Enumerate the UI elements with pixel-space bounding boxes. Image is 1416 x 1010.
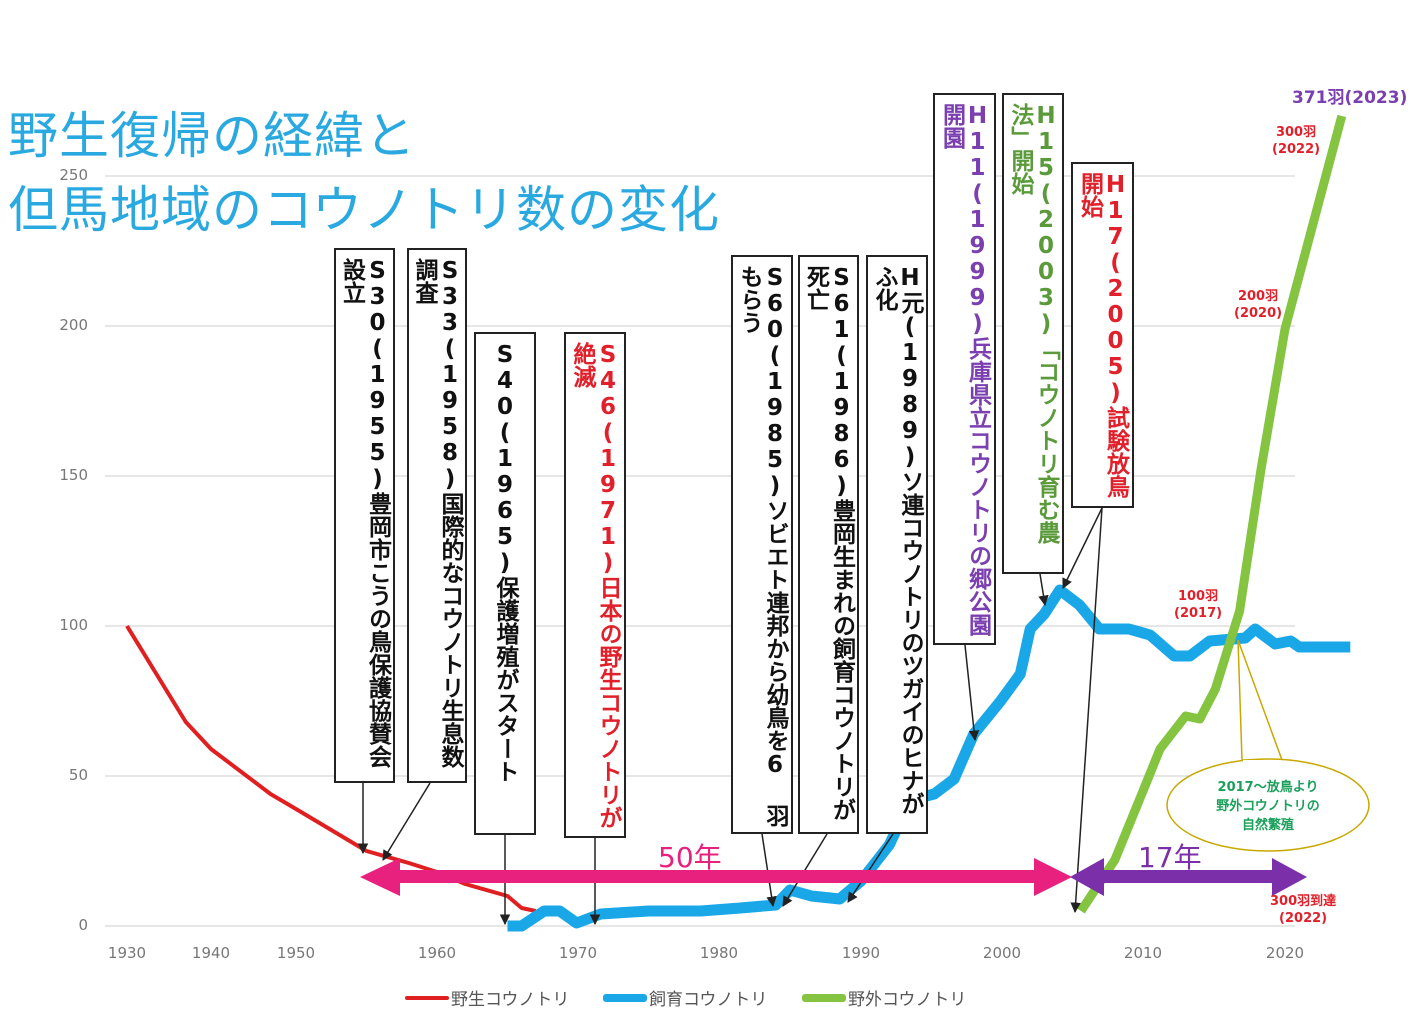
annotation-text: H元(1989)ソ連コウノトリのツガイのヒナがふ化 [871, 265, 923, 815]
x-tick-label: 1960 [417, 944, 457, 962]
annotation-text: S60(1985)ソビエト連邦から幼鳥を6 羽もらう [736, 265, 788, 827]
arrow-h17-a [1062, 507, 1103, 589]
y-tick-label: 0 [78, 916, 88, 934]
legend-outdoor: 野外コウノトリ [802, 985, 966, 1010]
milestone-100: 100羽 (2017) [1174, 588, 1222, 622]
arrow-h1 [847, 833, 894, 903]
milestone-300-count: 300羽 [1275, 125, 1317, 140]
annotation-text: S30(1955)豊岡市こうの鳥保護協賛会設立 [338, 258, 391, 768]
y-tick-label: 150 [59, 466, 88, 484]
x-tick-label: 2000 [982, 944, 1022, 962]
annotation-s30: S30(1955)豊岡市こうの鳥保護協賛会設立 [334, 248, 395, 783]
chart-title-line1: 野生復帰の経緯と [8, 107, 416, 165]
callout-line3: 自然繁殖 [1241, 818, 1294, 833]
annotation-text: S33(1958)国際的なコウノトリ生息数調査 [411, 258, 463, 768]
milestone-300-reached: 300羽到達 (2022) [1270, 893, 1336, 927]
annotation-h1: H元(1989)ソ連コウノトリのツガイのヒナがふ化 [866, 255, 928, 834]
legend-wild: 野生コウノトリ [405, 985, 569, 1010]
span-17-label: 17年 [1138, 841, 1202, 874]
x-tick-label: 2010 [1123, 944, 1163, 962]
callout-line1: 2017～放鳥より [1217, 780, 1319, 795]
y-tick-label: 250 [59, 166, 88, 184]
span-arrow-50 [360, 858, 1072, 896]
y-tick-label: 200 [59, 316, 88, 334]
milestone-300-year: (2022) [1272, 142, 1321, 157]
milestone-200-year: (2020) [1234, 306, 1283, 321]
y-tick-label: 100 [59, 616, 88, 634]
legend-swatch-captive [603, 993, 647, 1002]
annotation-h17: H17(2005)試験放鳥開始 [1071, 162, 1134, 508]
callout-bubble [1166, 639, 1370, 852]
annotation-text: S46(1971)日本の野生コウノトリが絶滅 [569, 342, 621, 829]
milestone-100-year: (2017) [1174, 606, 1223, 621]
milestone-reached-label: 300羽到達 [1270, 894, 1337, 909]
annotation-text: S61(1986)豊岡生まれの飼育コウノトリが死亡 [802, 265, 855, 821]
annotation-s60: S60(1985)ソビエト連邦から幼鳥を6 羽もらう [731, 255, 793, 834]
arrow-h17-b [1070, 507, 1103, 914]
annotation-s46: S46(1971)日本の野生コウノトリが絶滅 [564, 332, 626, 838]
arrow-h11 [964, 644, 980, 742]
callout-line2: 野外コウノトリの [1216, 799, 1320, 814]
milestone-100-count: 100羽 [1177, 589, 1219, 604]
milestone-200-count: 200羽 [1237, 289, 1279, 304]
x-tick-label: 1970 [558, 944, 598, 962]
legend-swatch-wild [405, 995, 449, 1000]
y-tick-label: 50 [68, 766, 88, 784]
legend-label: 飼育コウノトリ [649, 990, 768, 1010]
milestone-300: 300羽 (2022) [1272, 124, 1320, 158]
milestone-200: 200羽 (2020) [1234, 288, 1282, 322]
legend-label: 野生コウノトリ [451, 990, 570, 1010]
x-tick-label: 1990 [841, 944, 881, 962]
span-arrow-17 [1070, 858, 1307, 896]
x-tick-label: 1980 [699, 944, 739, 962]
annotation-text: S40(1965)保護増殖がスタート [492, 342, 518, 783]
milestone-371: 371羽(2023) [1292, 88, 1408, 108]
callout-text: 2017～放鳥より 野外コウノトリの 自然繁殖 [1188, 778, 1348, 835]
legend-captive: 飼育コウノトリ [603, 985, 767, 1010]
span-50-label: 50年 [658, 841, 722, 874]
annotation-text: H17(2005)試験放鳥開始 [1076, 172, 1129, 498]
x-tick-label: 1930 [107, 944, 147, 962]
arrow-h15 [1038, 573, 1049, 607]
annotation-text: H11(1999)兵庫県立コウノトリの郷公園開園 [938, 103, 991, 636]
annotation-s33: S33(1958)国際的なコウノトリ生息数調査 [407, 248, 467, 783]
annotation-s40: S40(1965)保護増殖がスタート [474, 332, 536, 835]
x-tick-label: 2020 [1265, 944, 1305, 962]
annotation-text: H15(2003)「コウノトリ育む農法」開始 [1007, 103, 1059, 544]
legend-swatch-outdoor [802, 993, 846, 1002]
chart-title-line2: 但馬地域のコウノトリ数の変化 [8, 181, 720, 239]
milestone-reached-year: (2022) [1279, 911, 1328, 926]
arrow-s33 [382, 782, 431, 861]
annotation-s61: S61(1986)豊岡生まれの飼育コウノトリが死亡 [798, 255, 859, 834]
x-tick-label: 1940 [191, 944, 231, 962]
annotation-h15: H15(2003)「コウノトリ育む農法」開始 [1002, 93, 1064, 574]
series-line-outdoor [1077, 114, 1347, 914]
annotation-h11: H11(1999)兵庫県立コウノトリの郷公園開園 [933, 93, 996, 645]
legend-label: 野外コウノトリ [848, 990, 967, 1010]
x-tick-label: 1950 [276, 944, 316, 962]
